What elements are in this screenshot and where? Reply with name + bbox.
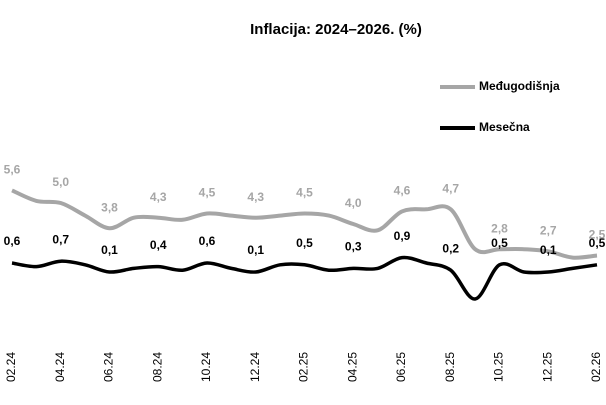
x-tick-label: 04.25 — [345, 352, 359, 382]
data-label: 4,5 — [199, 186, 216, 200]
data-label: 4,6 — [394, 184, 411, 198]
data-label: 4,7 — [442, 181, 459, 195]
data-label: 0,1 — [540, 243, 557, 257]
data-label: 5,6 — [4, 163, 21, 177]
x-tick-label: 10.25 — [492, 352, 506, 382]
data-label: 4,5 — [296, 186, 313, 200]
legend-label: Mesečna — [479, 120, 530, 134]
legend-label: Međugodišnja — [479, 79, 560, 93]
x-tick-label: 12.24 — [248, 352, 262, 382]
data-label: 0,3 — [345, 240, 362, 254]
data-label: 0,5 — [491, 236, 508, 250]
data-label: 2,5 — [589, 228, 606, 242]
data-label: 0,9 — [394, 229, 411, 243]
data-label: 0,2 — [442, 241, 459, 255]
data-label: 0,6 — [199, 234, 216, 248]
data-label: 2,8 — [491, 221, 508, 235]
x-tick-label: 02.25 — [297, 352, 311, 382]
data-label: 0,1 — [101, 243, 118, 257]
data-label: 4,3 — [150, 190, 167, 204]
series-line — [11, 255, 598, 301]
data-label: 0,4 — [150, 238, 167, 252]
data-label: 0,6 — [4, 234, 21, 248]
chart-title: Inflacija: 2024–2026. (%) — [250, 21, 422, 38]
series-line — [11, 188, 598, 260]
data-label: 4,3 — [247, 190, 264, 204]
x-tick-label: 08.25 — [443, 352, 457, 382]
x-tick-label: 10.24 — [199, 352, 213, 382]
x-tick-label: 06.25 — [394, 352, 408, 382]
x-tick-label: 08.24 — [150, 352, 164, 382]
x-tick-label: 06.24 — [102, 352, 116, 382]
x-tick-label: 12.25 — [540, 352, 554, 382]
x-tick-label: 02.26 — [589, 352, 603, 382]
data-label: 4,0 — [345, 196, 362, 210]
x-tick-label: 04.24 — [53, 352, 67, 382]
data-label: 2,7 — [540, 223, 557, 237]
data-label: 0,5 — [296, 236, 313, 250]
data-label: 3,8 — [101, 200, 118, 214]
x-tick-label: 02.24 — [4, 352, 18, 382]
data-label: 0,1 — [247, 243, 264, 257]
data-label: 5,0 — [52, 175, 69, 189]
data-label: 0,5 — [589, 236, 606, 250]
data-label: 0,7 — [52, 232, 69, 246]
